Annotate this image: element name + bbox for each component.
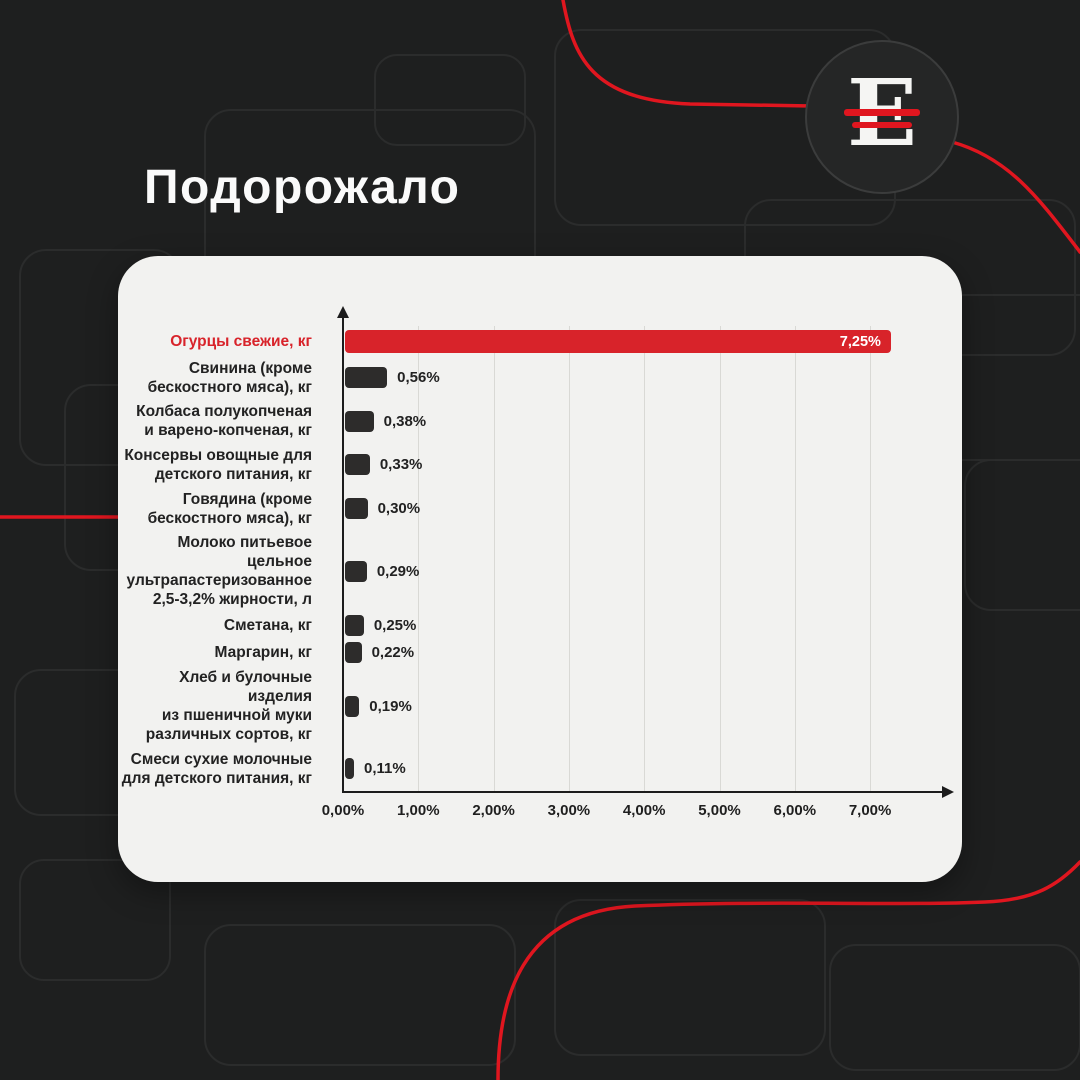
gridline [568, 326, 570, 791]
chart-row: Консервы овощные для детского питания, к… [118, 446, 944, 484]
bar-zone: 0,22% [345, 641, 944, 663]
chart-rows: Огурцы свежие, кг 7,25% Свинина (кроме бес… [118, 330, 944, 788]
bar-zone: 0,19% [345, 695, 944, 717]
category-label: Сметана, кг [223, 616, 312, 634]
category-label: Огурцы свежие, кг [170, 333, 312, 350]
chart-card: Огурцы свежие, кг 7,25% Свинина (кроме бес… [118, 256, 962, 882]
pattern-rect [554, 899, 826, 1056]
bar-zone: 0,56% [345, 367, 944, 389]
chart-row: Говядина (кроме бескостного мяса), кг 0,3… [118, 490, 944, 528]
value-label: 0,33% [379, 456, 423, 474]
logo-circle [805, 40, 959, 194]
gridline [870, 326, 872, 791]
bar [345, 560, 367, 582]
category-label: Маргарин, кг [214, 643, 312, 661]
x-tick-label: 2,00% [472, 802, 515, 819]
x-tick-label: 5,00% [698, 802, 741, 819]
chart-row: Сметана, кг 0,25% [118, 614, 944, 636]
chart-row: Хлеб и булочные изделия из пшеничной мук… [118, 668, 944, 744]
value-label: 0,29% [376, 562, 420, 580]
bar [345, 614, 364, 636]
bar-zone: 0,29% [345, 560, 944, 582]
chart-row: Молоко питьевое цельное ультрапастеризов… [118, 533, 944, 609]
value-label: 7,25% [839, 333, 881, 350]
category-label: Молоко питьевое цельное ультрапастеризов… [126, 534, 312, 609]
category-label: Хлеб и булочные изделия из пшеничной мук… [145, 669, 312, 744]
y-axis [342, 318, 344, 793]
red-line-bottom [496, 860, 1080, 1080]
value-label: 0,19% [369, 697, 412, 715]
x-tick-label: 7,00% [848, 802, 892, 819]
value-label: 0,56% [397, 369, 440, 387]
gridline [644, 326, 646, 791]
y-axis-arrow-icon [337, 306, 349, 318]
bar [345, 695, 360, 717]
pattern-rect [964, 459, 1080, 611]
pattern-rect [204, 924, 516, 1066]
x-axis-arrow-icon [942, 786, 954, 798]
category-label: Говядина (кроме бескостного мяса), кг [147, 490, 312, 527]
bar-zone: 0,30% [345, 498, 944, 520]
bar: 7,25% [345, 330, 891, 353]
value-label: 0,25% [373, 616, 417, 634]
bar-zone: 7,25% [345, 330, 944, 353]
x-tick-label: 0,00% [321, 802, 365, 819]
x-tick-label: 1,00% [397, 802, 440, 819]
bar [345, 758, 354, 780]
logo-red-stripe [852, 122, 912, 128]
x-ticks: 0,00% 1,00% 2,00% 3,00% 4,00% 5,00% 6,00% 7,00% [118, 802, 962, 826]
bar-zone: 0,11% [345, 758, 944, 780]
gridline [794, 326, 796, 791]
bar [345, 410, 374, 432]
bar [345, 498, 368, 520]
value-label: 0,22% [371, 643, 415, 661]
bar [345, 641, 362, 663]
bar-zone: 0,33% [345, 454, 944, 476]
logo-red-stripe [844, 109, 920, 116]
value-label: 0,11% [364, 760, 406, 778]
chart-row: Свинина (кроме бескостного мяса), кг 0,56… [118, 359, 944, 397]
bar-zone: 0,38% [345, 410, 944, 432]
brand-logo: E [805, 40, 959, 194]
bar-zone: 0,25% [345, 614, 944, 636]
pattern-rect [19, 859, 171, 981]
pattern-rect [374, 54, 526, 146]
chart-row: Маргарин, кг 0,22% [118, 641, 944, 663]
x-axis [342, 791, 944, 793]
category-label: Смеси сухие молочные для детского питани… [121, 750, 312, 787]
gridline [418, 326, 420, 791]
bar [345, 454, 370, 476]
x-tick-label: 3,00% [547, 802, 591, 819]
x-tick-label: 4,00% [622, 802, 666, 819]
chart-row: Огурцы свежие, кг 7,25% [118, 330, 944, 353]
chart-row: Колбаса полукопченая и варено-копченая, … [118, 402, 944, 440]
red-line-top [561, 0, 814, 108]
page-title: Подорожало [144, 161, 461, 214]
bar [345, 367, 388, 389]
bar-chart: Огурцы свежие, кг 7,25% Свинина (кроме бес… [118, 256, 962, 882]
red-line-right [950, 140, 1080, 254]
gridline [719, 326, 721, 791]
value-label: 0,38% [383, 412, 427, 430]
value-label: 0,30% [377, 500, 421, 518]
category-label: Колбаса полукопченая и варено-копченая, … [136, 403, 312, 440]
pattern-rect [829, 944, 1080, 1071]
x-tick-label: 6,00% [773, 802, 817, 819]
category-label: Консервы овощные для детского питания, к… [124, 446, 312, 483]
gridline [493, 326, 495, 791]
category-label: Свинина (кроме бескостного мяса), кг [147, 359, 312, 396]
chart-row: Смеси сухие молочные для детского питани… [118, 750, 944, 788]
